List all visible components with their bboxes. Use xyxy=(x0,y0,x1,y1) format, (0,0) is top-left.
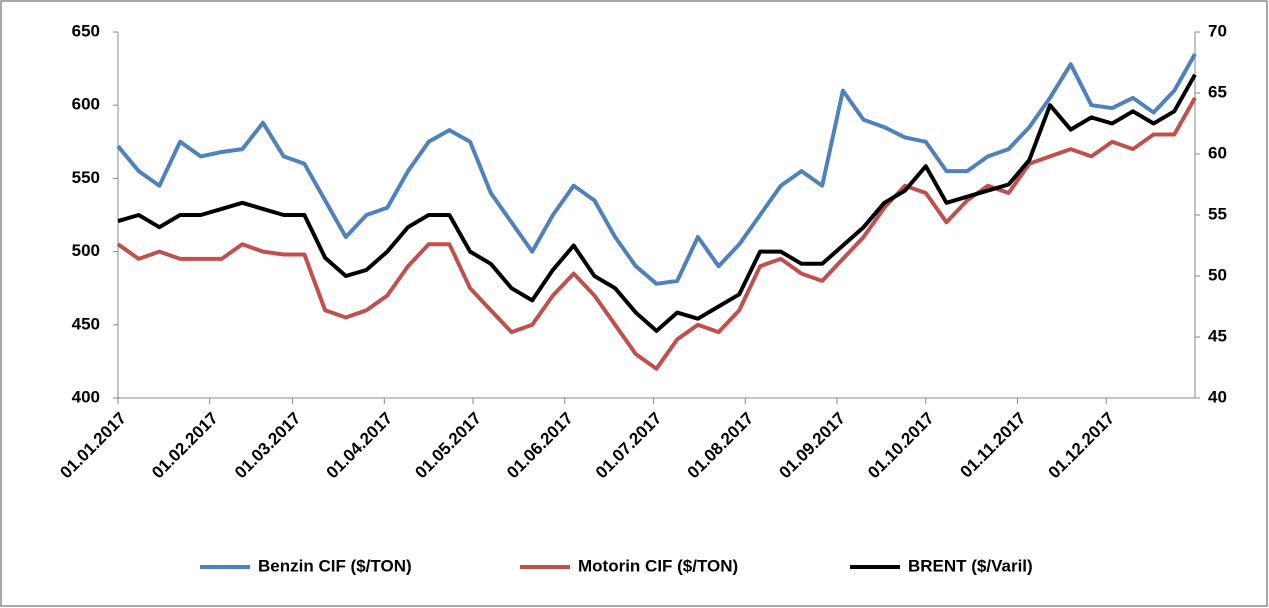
series-line xyxy=(116,53,1197,286)
y2-tick-label: 70 xyxy=(1208,21,1227,40)
y-tick-label: 600 xyxy=(72,95,100,114)
y-tick-label: 400 xyxy=(72,387,100,406)
y2-tick-label: 60 xyxy=(1208,143,1227,162)
legend-label: Benzin CIF ($/TON) xyxy=(258,556,412,575)
y2-tick-label: 50 xyxy=(1208,265,1227,284)
y2-tick-label: 40 xyxy=(1208,387,1227,406)
legend-label: Motorin CIF ($/TON) xyxy=(578,556,738,575)
y2-tick-label: 55 xyxy=(1208,204,1227,223)
series-line xyxy=(117,73,1197,333)
y2-tick-label: 45 xyxy=(1208,326,1227,345)
y-tick-label: 650 xyxy=(72,21,100,40)
y-tick-label: 550 xyxy=(72,168,100,187)
y2-tick-label: 65 xyxy=(1208,82,1227,101)
legend-label: BRENT ($/Varil) xyxy=(908,556,1033,575)
series-line xyxy=(116,96,1197,371)
y-tick-label: 500 xyxy=(72,241,100,260)
y-tick-label: 450 xyxy=(72,314,100,333)
